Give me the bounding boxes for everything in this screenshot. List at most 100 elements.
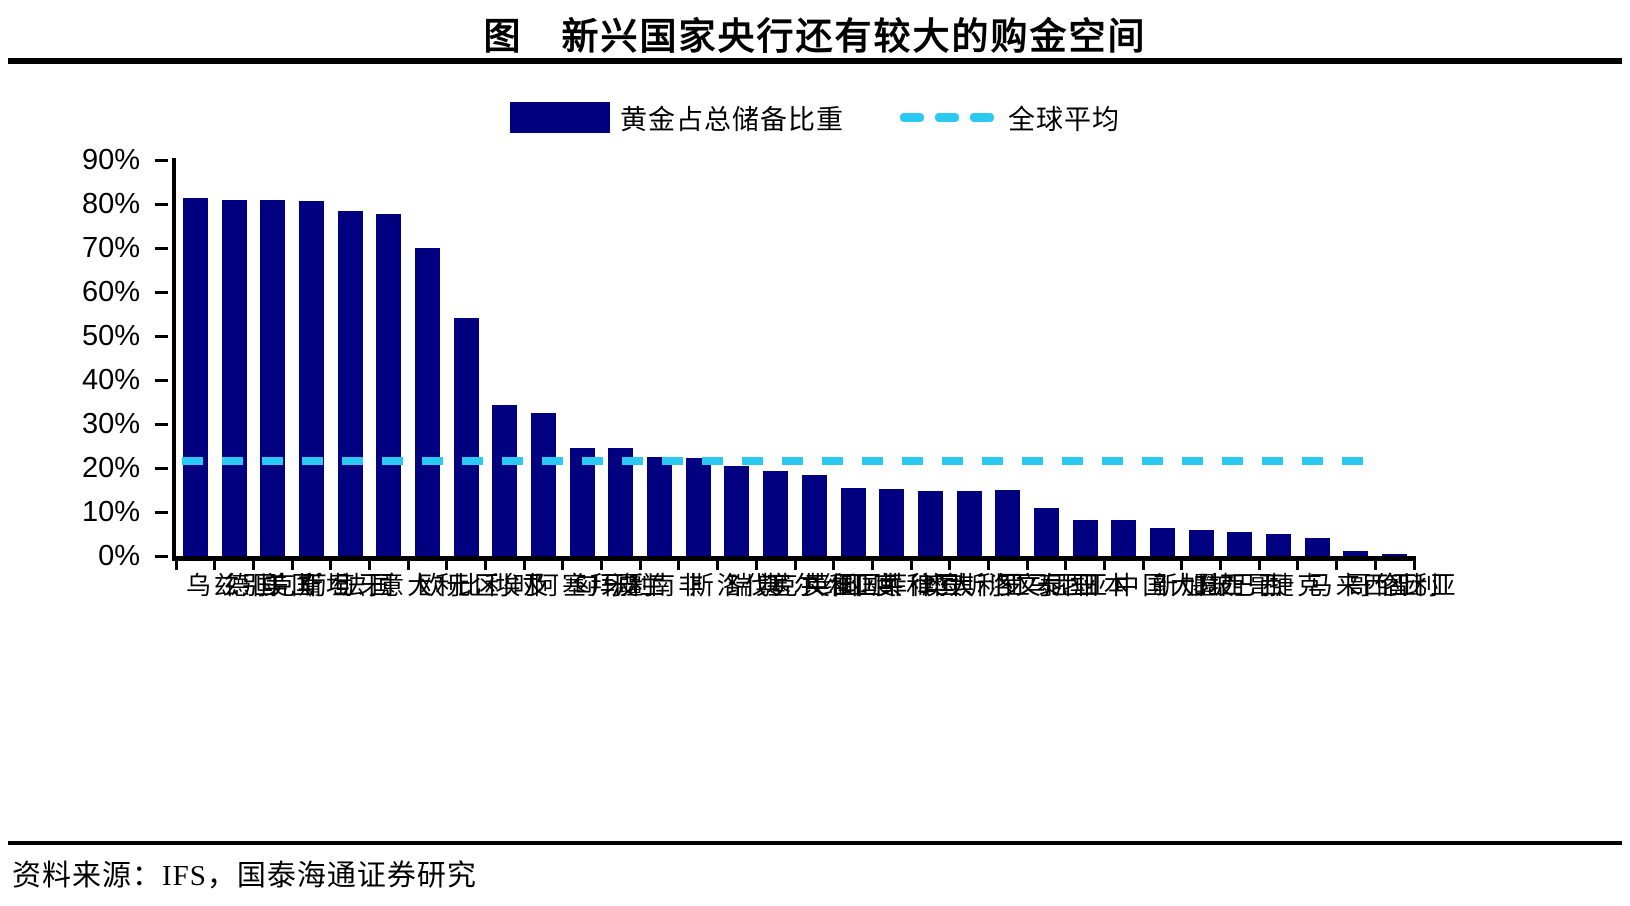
x-axis-tick [1373, 556, 1377, 570]
x-axis-tick [1412, 556, 1416, 570]
footer-divider [8, 841, 1622, 845]
average-line-label: 全球平均 [1008, 105, 1120, 135]
x-axis-tick [832, 556, 836, 570]
y-axis-label: 10% [81, 496, 140, 528]
x-axis-tick [1025, 556, 1029, 570]
y-axis-label: 0% [98, 540, 140, 572]
y-axis-label: 60% [81, 276, 140, 308]
chart-legend: 黄金占总储备比重 全球平均 [0, 98, 1630, 137]
x-axis-label: 塞尔维亚共和国 [762, 572, 958, 599]
bar-item [801, 474, 827, 556]
x-axis-label: 中国大陆 [1110, 572, 1222, 599]
y-axis-label: 20% [81, 452, 140, 484]
x-axis-label: 葡萄牙 [298, 572, 382, 599]
bar-item [995, 490, 1021, 556]
bar-item [956, 490, 982, 556]
plot-area: 乌兹别克斯坦 德国 美国 葡萄牙 法国 意大利 欧元区 比利时 埃及 阿塞拜疆 匈牙利 波兰 南非 斯洛伐… [174, 160, 1454, 599]
y-axis-label: 50% [81, 320, 140, 352]
bar-item [879, 489, 905, 556]
x-axis-tick [1103, 556, 1106, 570]
bar-item [1111, 520, 1137, 556]
bar-item [724, 465, 750, 556]
x-axis-tick [1335, 556, 1339, 570]
x-axis-label: 匈牙利 [569, 572, 653, 599]
bar-item [647, 457, 673, 556]
bar-item [182, 198, 208, 556]
x-axis-tick [986, 556, 990, 570]
x-axis-label: 罗马尼亚 [994, 572, 1106, 599]
y-axis-tick [155, 203, 168, 206]
x-axis-label: 智利 [1381, 572, 1437, 599]
y-axis-label: 80% [81, 188, 140, 220]
y-axis-label: 90% [81, 144, 140, 176]
x-axis-tick [1180, 556, 1184, 570]
average-line-swatch [900, 113, 994, 122]
bar-item [569, 447, 595, 556]
bar-item [531, 413, 557, 556]
bar-item [1033, 507, 1059, 556]
x-axis-tick [329, 556, 333, 570]
x-axis-label: 马来西亚 [1304, 572, 1416, 599]
bar-item [453, 318, 479, 556]
y-axis-tick [155, 379, 168, 382]
x-axis-label: 墨西哥 [1188, 572, 1272, 599]
x-axis-label: 斯洛文尼亚 [956, 572, 1096, 599]
bar-item [1188, 529, 1214, 556]
x-axis-label: 波兰 [607, 572, 663, 599]
bar-item [376, 214, 402, 556]
x-axis-label: 日本 [1072, 572, 1128, 599]
y-axis-tick [155, 247, 168, 250]
x-axis-tick [793, 556, 797, 570]
x-axis-tick [677, 556, 681, 570]
x-axis-label: 斯洛伐克共和国 [685, 572, 881, 599]
x-axis-label: 比利时 [453, 572, 537, 599]
x-axis-label: 瑞典 [723, 572, 779, 599]
y-axis-label: 30% [81, 408, 140, 440]
x-axis-tick [561, 556, 565, 570]
title-divider [8, 58, 1622, 64]
y-axis-line [172, 158, 176, 560]
figure-title: 图 新兴国家央行还有较大的购金空间 [483, 17, 1147, 58]
x-axis-tick [484, 556, 487, 570]
bar-item [1266, 533, 1292, 556]
y-axis-tick [155, 159, 168, 162]
x-axis-tick [522, 556, 526, 570]
x-axis-tick [870, 556, 874, 570]
x-axis-tick [367, 556, 371, 570]
bar-item [1343, 550, 1369, 556]
x-axis-tick [406, 556, 410, 570]
x-axis-tick [948, 556, 952, 570]
x-axis-tick [754, 556, 758, 570]
y-axis-label: 70% [81, 232, 140, 264]
y-axis-tick [155, 423, 168, 426]
x-axis-label: 哥伦比亚 [1342, 572, 1454, 599]
x-axis-tick [213, 556, 217, 570]
bar-item [763, 471, 789, 556]
bar-item [260, 199, 286, 556]
bar-item [1072, 520, 1098, 556]
x-axis-label: 美国 [259, 572, 315, 599]
bar-item [1382, 553, 1408, 556]
x-axis-tick [1064, 556, 1068, 570]
x-axis-label: 巴西 [1226, 572, 1282, 599]
bar-item [221, 199, 247, 556]
bar-item [685, 458, 711, 556]
x-axis-label: 南非 [646, 572, 702, 599]
x-axis-tick [251, 556, 255, 570]
x-axis-label: 乌兹别克斯坦 [182, 572, 350, 599]
global-average-line [182, 457, 1382, 466]
x-axis-tick [290, 556, 294, 570]
x-axis-label: 欧元区 [414, 572, 498, 599]
x-axis-tick [1296, 556, 1300, 570]
bar-item [414, 248, 440, 556]
bar-item [337, 211, 363, 556]
bar-item [840, 488, 866, 556]
bar-item [1304, 537, 1330, 556]
x-axis-label: 埃及 [491, 572, 547, 599]
source-note: 资料来源：IFS，国泰海通证券研究 [12, 860, 477, 892]
x-axis-tick [638, 556, 642, 570]
x-axis-label: 意大利 [375, 572, 459, 599]
x-axis-tick [1257, 556, 1261, 570]
x-axis-label: 菲律宾 [878, 572, 962, 599]
